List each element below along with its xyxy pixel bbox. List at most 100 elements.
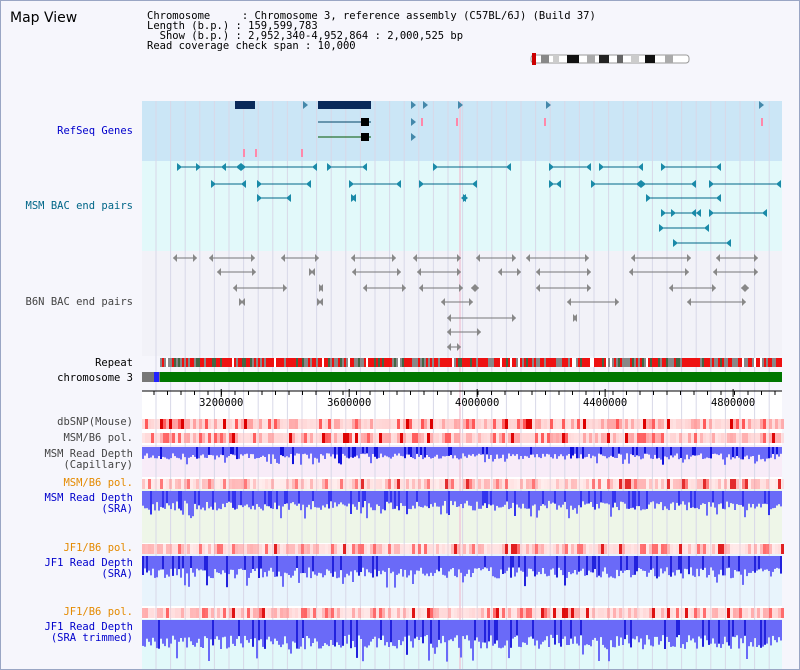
msm-depth-cap-bar xyxy=(428,447,430,457)
jf1-depth-trim-bar xyxy=(206,620,208,639)
msm-b6-pol-2-cell xyxy=(697,479,700,489)
ideogram-band xyxy=(541,55,549,63)
jf1-depth-trim-bar xyxy=(240,620,242,644)
msm-depth-cap-bar xyxy=(438,447,440,459)
msm-depth-cap-bar xyxy=(586,447,588,457)
jf1-depth-sra-bar xyxy=(680,556,682,574)
track-label-b6n-bac[interactable]: B6N BAC end pairs xyxy=(25,296,133,308)
msm-b6-pol-cell xyxy=(667,433,670,443)
jf1-depth-trim-bar xyxy=(412,620,414,648)
msm-b6-pol-2-cell xyxy=(484,479,487,489)
jf1-depth-sra-bar xyxy=(664,556,666,572)
msm-depth-sra-bar xyxy=(688,491,690,503)
dbsnp-cell xyxy=(487,419,490,429)
jf1-depth-trim-bar xyxy=(492,620,494,646)
repeat-segment xyxy=(318,358,320,367)
jf1-b6-pol-cell xyxy=(571,544,574,554)
jf1-depth-trim-bar xyxy=(298,620,300,649)
dbsnp-cell xyxy=(544,419,547,429)
jf1-depth-sra-bar xyxy=(626,556,628,570)
repeat-segment xyxy=(370,358,372,367)
msm-b6-pol-cell xyxy=(211,433,214,443)
msm-depth-sra-bar xyxy=(250,491,252,510)
jf1-b6-pol-cell xyxy=(184,544,187,554)
msm-depth-cap-bar xyxy=(738,447,740,458)
msm-b6-pol-cell xyxy=(304,433,307,443)
msm-depth-sra-bar xyxy=(276,491,278,510)
dbsnp-cell xyxy=(331,419,334,429)
repeat-segment xyxy=(336,358,338,367)
jf1-b6-pol-cell xyxy=(766,544,769,554)
msm-depth-cap-bar xyxy=(746,447,748,456)
jf1-b6-pol-2-cell xyxy=(709,608,712,618)
msm-depth-cap-bar xyxy=(362,447,364,454)
msm-depth-sra-bar xyxy=(494,491,496,511)
msm-bac-end xyxy=(636,180,641,188)
dbsnp-cell xyxy=(628,419,631,429)
msm-b6-pol-2-cell xyxy=(736,479,739,489)
msm-depth-sra-bar xyxy=(204,491,206,511)
jf1-b6-pol-cell xyxy=(775,544,778,554)
msm-bac-end xyxy=(177,163,182,171)
dbsnp-cell xyxy=(667,419,670,429)
jf1-depth-trim-bar xyxy=(340,620,342,648)
msm-depth-cap-bar xyxy=(228,447,230,456)
msm-depth-sra-bar xyxy=(538,491,540,511)
msm-b6-pol-cell xyxy=(733,433,736,443)
jf1-b6-pol-2-cell xyxy=(205,608,208,618)
dbsnp-cell xyxy=(523,419,526,429)
track-label-msm-bac[interactable]: MSM BAC end pairs xyxy=(25,200,133,212)
jf1-depth-sra-bar xyxy=(470,556,472,578)
dbsnp-cell xyxy=(742,419,745,429)
msm-depth-cap-bar xyxy=(308,447,310,459)
msm-depth-sra-bar xyxy=(404,491,406,506)
jf1-depth-sra-bar xyxy=(736,556,738,572)
msm-b6-pol-cell xyxy=(559,433,562,443)
jf1-depth-sra-bar xyxy=(616,556,618,570)
repeat-segment xyxy=(330,358,332,367)
dbsnp-cell xyxy=(175,419,178,429)
msm-depth-cap-bar xyxy=(594,447,596,457)
jf1-depth-trim-bar xyxy=(182,620,184,642)
jf1-depth-sra-bar xyxy=(622,556,624,573)
jf1-depth-trim-bar xyxy=(146,620,148,639)
repeat-segment xyxy=(302,358,304,367)
msm-b6-pol-cell xyxy=(607,433,610,443)
jf1-b6-pol-cell xyxy=(190,544,193,554)
msm-depth-sra-bar xyxy=(524,491,526,509)
jf1-b6-pol-2-cell xyxy=(397,608,400,618)
msm-depth-cap-bar xyxy=(480,447,482,455)
jf1-b6-pol-2-cell xyxy=(733,608,736,618)
track-label-jf1-depth-trimmed: JF1 Read Depth (SRA trimmed) xyxy=(44,621,133,644)
jf1-depth-sra-bar xyxy=(260,556,262,569)
repeat-segment xyxy=(334,358,336,367)
repeat-segment xyxy=(286,358,288,367)
track-label-refseq[interactable]: RefSeq Genes xyxy=(57,125,133,137)
msm-b6-pol-2-cell xyxy=(394,479,397,489)
msm-depth-sra-bar xyxy=(446,491,448,514)
msm-b6-pol-2-cell xyxy=(397,479,400,489)
repeat-segment xyxy=(446,358,448,367)
msm-b6-pol-cell xyxy=(181,433,184,443)
msm-b6-pol-cell xyxy=(499,433,502,443)
repeat-segment xyxy=(414,358,416,367)
msm-depth-cap-bar xyxy=(584,447,586,458)
dbsnp-cell xyxy=(172,419,175,429)
jf1-depth-trim-bar xyxy=(540,620,542,645)
jf1-depth-sra-bar xyxy=(590,556,592,573)
msm-b6-pol-2-cell xyxy=(226,479,229,489)
jf1-depth-trim-bar xyxy=(244,620,246,636)
msm-depth-cap-bar xyxy=(446,447,448,456)
msm-bac-end xyxy=(396,180,401,188)
msm-b6-pol-2-cell xyxy=(541,479,544,489)
jf1-b6-pol-2-cell xyxy=(328,608,331,618)
jf1-b6-pol-2-cell xyxy=(220,608,223,618)
repeat-segment xyxy=(410,358,412,367)
jf1-depth-sra-bar xyxy=(620,556,622,571)
jf1-depth-sra-bar xyxy=(514,556,516,577)
msm-depth-sra-bar xyxy=(334,491,336,503)
msm-depth-sra-bar xyxy=(386,491,388,502)
jf1-b6-pol-2-cell xyxy=(724,608,727,618)
